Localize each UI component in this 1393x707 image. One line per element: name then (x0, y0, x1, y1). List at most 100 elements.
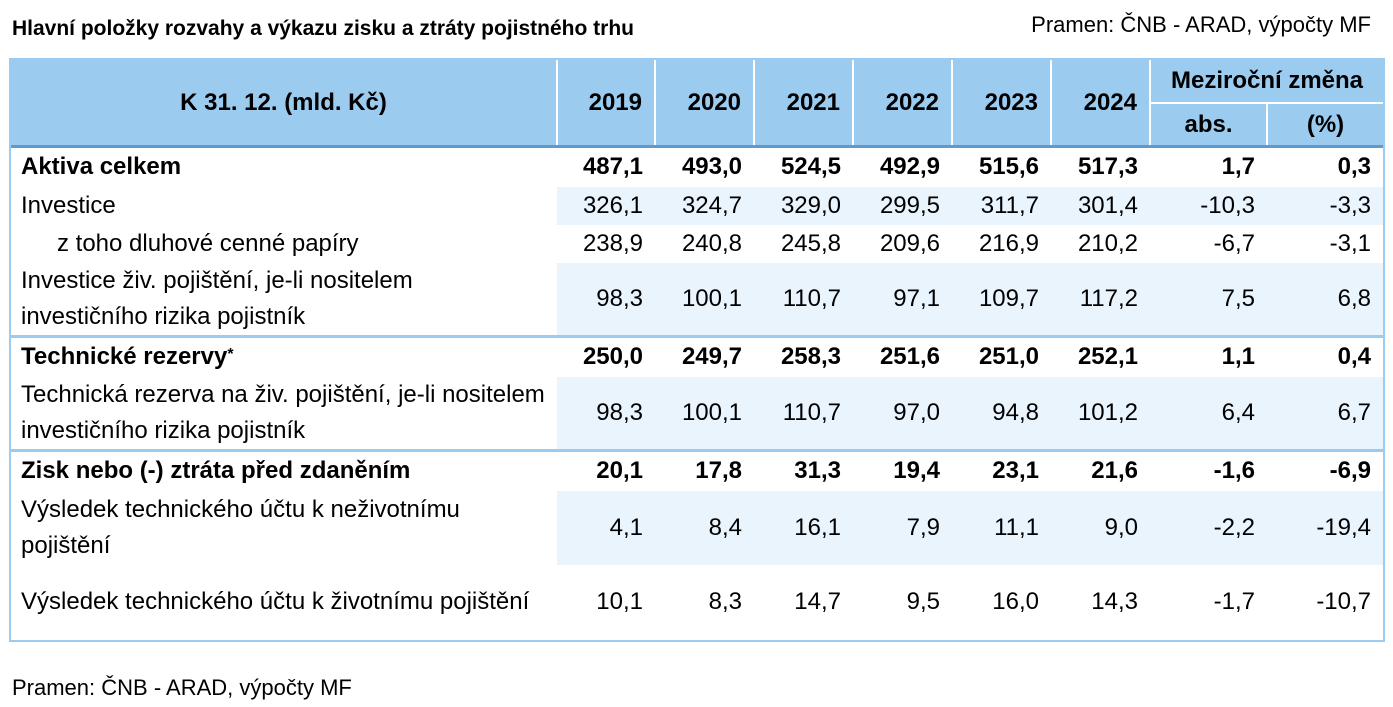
row-value: 9,0 (1051, 490, 1150, 565)
row-value: -3,3 (1267, 186, 1384, 225)
row-value: -10,7 (1316, 588, 1372, 615)
row-label: Technické rezervy* (11, 335, 557, 377)
row-label: Investice živ. pojištění, je-li nositele… (11, 262, 557, 337)
row-value: 6,8 (1267, 262, 1384, 337)
row-value: 17,8 (655, 449, 754, 491)
row-value: 6,4 (1150, 376, 1267, 451)
footnote-marker: * (227, 346, 234, 364)
row-value: 97,1 (853, 262, 952, 337)
header-change: Meziroční změna (1150, 60, 1384, 103)
header-period: K 31. 12. (mld. Kč) (11, 60, 558, 147)
row-value: 8,4 (655, 490, 754, 565)
table-row: z toho dluhové cenné papíry 238,9 240,8 245… (11, 225, 1383, 263)
row-value: -19,4 (1267, 490, 1384, 565)
row-label: z toho dluhové cenné papíry (57, 229, 359, 257)
header-year: 2019 (557, 60, 656, 147)
row-value: 31,3 (754, 449, 853, 491)
row-value: 110,7 (754, 262, 853, 337)
row-value: 493,0 (655, 145, 754, 187)
row-value: 329,0 (754, 186, 853, 225)
row-label: Zisk nebo (-) ztráta před zdaněním (11, 449, 557, 491)
row-value: 16,0 (992, 588, 1039, 615)
row-value: 251,0 (952, 335, 1051, 377)
header-change-pct: (%) (1267, 102, 1384, 147)
row-value: 109,7 (952, 262, 1051, 337)
row-value: 515,6 (952, 145, 1051, 187)
table-row: Investice 326,1 324,7 329,0 299,5 311,7 301,4-… (11, 186, 1384, 225)
row-value: 487,1 (557, 145, 655, 187)
row-value: 524,5 (754, 145, 853, 187)
data-table-container: K 31. 12. (mld. Kč) 2019 2020 2021 2022 … (9, 58, 1385, 642)
row-value: -6,9 (1267, 449, 1384, 491)
row-value: 98,3 (557, 262, 655, 337)
header-year: 2024 (1051, 60, 1151, 147)
table-title: Hlavní položky rozvahy a výkazu zisku a … (12, 17, 634, 40)
row-value: 7,5 (1150, 262, 1267, 337)
row-value: 4,1 (557, 490, 655, 565)
header-change-abs: abs. (1150, 102, 1268, 147)
row-value: 97,0 (853, 376, 952, 451)
row-value: 98,3 (557, 376, 655, 451)
row-label: Technická rezerva na živ. pojištění, je-… (11, 376, 557, 451)
table-body: Aktiva celkem 487,1 493,0 524,5 492,9 515,6 51… (11, 145, 1384, 640)
row-value: 240,8 (681, 229, 742, 257)
row-label: Aktiva celkem (11, 145, 557, 187)
row-value: 117,2 (1051, 262, 1150, 337)
row-value: 0,4 (1267, 335, 1384, 377)
row-value: 110,7 (754, 376, 853, 451)
row-value: 311,7 (952, 186, 1051, 225)
source-note-top: Pramen: ČNB - ARAD, výpočty MF (1031, 12, 1371, 37)
header-year: 2023 (952, 60, 1052, 147)
row-value: -10,3 (1150, 186, 1267, 225)
row-label: Investice (11, 186, 557, 225)
table-row: Technické rezervy* 250,0 249,7 258,3 251,6 25… (11, 335, 1384, 377)
row-value: 216,9 (978, 229, 1039, 257)
row-value: 209,6 (879, 229, 940, 257)
row-value: 20,1 (557, 449, 655, 491)
row-value: 94,8 (952, 376, 1051, 451)
row-value: 14,3 (1091, 588, 1138, 615)
table-row: Technická rezerva na živ. pojištění, je-… (11, 376, 1384, 451)
row-value: 9,5 (906, 588, 940, 615)
row-label: Výsledek technického účtu k neživotnímu … (11, 490, 557, 565)
row-value: 301,4 (1051, 186, 1150, 225)
table-row: Zisk nebo (-) ztráta před zdaněním 20,1 17… (11, 449, 1384, 491)
row-value: -6,7 (1213, 229, 1255, 257)
header-year: 2020 (655, 60, 755, 147)
row-value: 8,3 (708, 588, 742, 615)
row-value: -1,6 (1150, 449, 1267, 491)
row-value: 7,9 (853, 490, 952, 565)
row-value: -2,2 (1150, 490, 1267, 565)
row-value: 11,1 (952, 490, 1051, 565)
row-value: 0,3 (1267, 145, 1384, 187)
row-value: 16,1 (754, 490, 853, 565)
table-row: Aktiva celkem 487,1 493,0 524,5 492,9 515,6 51… (11, 145, 1384, 187)
row-value: 100,1 (655, 376, 754, 451)
row-value: 14,7 (794, 588, 841, 615)
row-value: 252,1 (1051, 335, 1150, 377)
row-value: 326,1 (557, 186, 655, 225)
row-value: 210,2 (1077, 229, 1138, 257)
row-value: 324,7 (655, 186, 754, 225)
header-year: 2021 (754, 60, 854, 147)
header-year: 2022 (853, 60, 953, 147)
table-row: Výsledek technického účtu k životnímu po… (11, 565, 1383, 640)
row-value: 21,6 (1051, 449, 1150, 491)
row-value: 101,2 (1051, 376, 1150, 451)
row-label: Výsledek technického účtu k životnímu po… (21, 588, 530, 615)
row-value: 249,7 (655, 335, 754, 377)
row-value: 251,6 (853, 335, 952, 377)
source-note-bottom: Pramen: ČNB - ARAD, výpočty MF (12, 675, 352, 700)
row-value: 250,0 (557, 335, 655, 377)
table-row: Investice živ. pojištění, je-li nositele… (11, 262, 1384, 337)
row-value: 492,9 (853, 145, 952, 187)
row-value: 100,1 (655, 262, 754, 337)
row-value: 10,1 (596, 588, 643, 615)
row-value: 299,5 (853, 186, 952, 225)
data-table: K 31. 12. (mld. Kč) 2019 2020 2021 2022 … (11, 60, 1384, 640)
row-value: 245,8 (780, 229, 841, 257)
row-value: 517,3 (1051, 145, 1150, 187)
row-value: 19,4 (853, 449, 952, 491)
row-value: 23,1 (952, 449, 1051, 491)
row-value: 258,3 (754, 335, 853, 377)
